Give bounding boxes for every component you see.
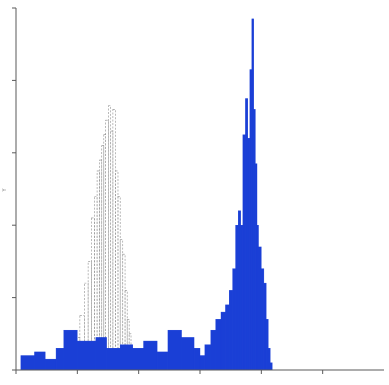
series-1-bar (229, 290, 233, 371)
series-0-bar (91, 217, 95, 371)
series-1-bar (45, 358, 57, 371)
series-1-bar (253, 109, 256, 371)
series-1-bar (256, 224, 259, 371)
series-1-bar (199, 355, 206, 371)
series-0-bar (124, 290, 128, 371)
series-1-bar (242, 134, 246, 371)
series-1-bar (263, 282, 267, 371)
series-1-bar (181, 337, 195, 371)
series-1-bar (55, 348, 64, 371)
series-1-bar (261, 268, 265, 371)
series-1-bar (193, 348, 201, 371)
series-0-bar (94, 195, 98, 371)
series-1-bar (63, 329, 78, 371)
series-0-bar (112, 109, 116, 371)
series-1-bar (270, 362, 273, 371)
axes: Y (2, 7, 384, 374)
series-1-bar (235, 224, 239, 371)
series-0-bar (115, 170, 119, 371)
plot-area (20, 18, 273, 371)
series-1-bar (265, 319, 269, 371)
series-1-bar (238, 210, 241, 371)
series-1-bar (251, 18, 254, 371)
series-1-bar (77, 340, 96, 371)
series-1-bar (20, 355, 35, 371)
series-1-bar (249, 69, 253, 371)
y-axis-mark: Y (2, 188, 8, 193)
series-1-bar (225, 304, 230, 371)
series-0-bar (108, 105, 112, 371)
series-1-bar (232, 268, 236, 371)
series-1-bar (143, 340, 158, 371)
series-0-bar (101, 145, 105, 371)
series-1-bar (258, 246, 262, 371)
series-0-bar (117, 195, 121, 371)
series-0-bar (110, 130, 114, 371)
series-0-bar (99, 159, 103, 371)
series-1-bar (132, 348, 144, 371)
series-1-bar (247, 138, 251, 371)
series-0-bar (96, 170, 100, 371)
series-1-bar (210, 329, 216, 371)
series-1-bar (156, 351, 169, 371)
series-1 (20, 18, 273, 371)
series-0-bar (105, 119, 109, 371)
series-1-bar (106, 348, 121, 371)
series-1-bar (119, 344, 133, 371)
series-1-bar (34, 351, 46, 371)
series-1-bar (255, 163, 258, 371)
series-1-bar (220, 311, 226, 371)
series-1-bar (215, 319, 222, 371)
series-1-bar (268, 348, 271, 371)
series-1-bar (245, 98, 248, 371)
series-1-bar (95, 337, 107, 371)
series-1-bar (167, 329, 182, 371)
series-1-bar (240, 224, 244, 371)
series-1-bar (204, 344, 212, 371)
